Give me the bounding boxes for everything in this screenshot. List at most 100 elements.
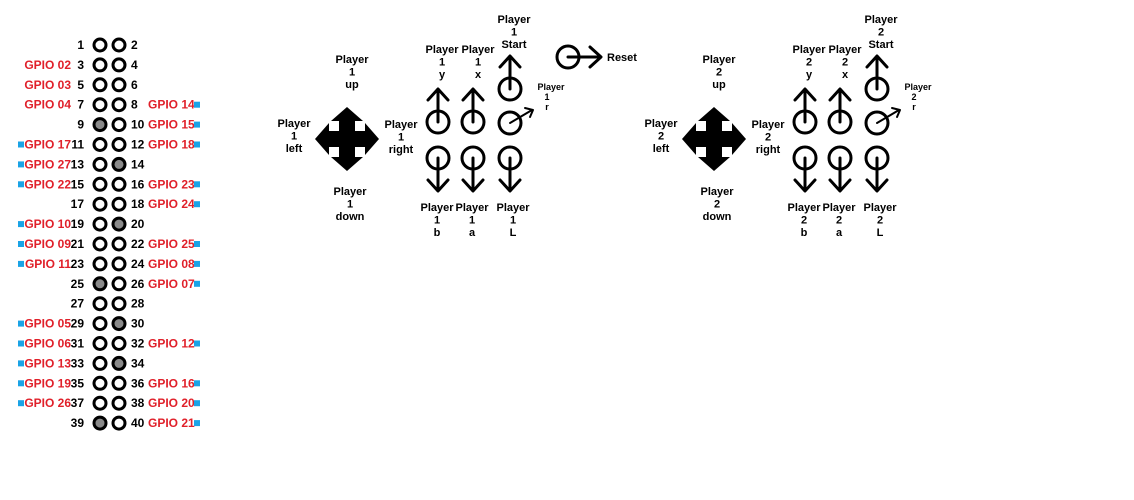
marker-square-icon	[194, 201, 200, 208]
pin-row: 15 16 GPIO 22 GPIO 23	[18, 176, 200, 192]
header-pin-icon	[111, 117, 127, 133]
pin-number-left: 17	[71, 197, 85, 211]
header-pin-icon	[111, 176, 127, 192]
button-down-arrow-icon	[497, 145, 523, 193]
marker-square-icon	[194, 101, 200, 108]
pin-number-right: 34	[131, 356, 145, 370]
dpad-up-label-line: up	[345, 79, 359, 91]
pin-number-left: 39	[71, 416, 85, 430]
button-down-arrow-icon	[827, 145, 853, 193]
marker-square-icon	[194, 260, 200, 267]
header-pin-icon	[111, 77, 127, 93]
pin-row: 3 4 GPIO 02	[24, 57, 138, 73]
pin-number-right: 40	[131, 416, 145, 430]
gpio-label-right: GPIO 07	[148, 277, 195, 291]
pin-row: 39 40 GPIO 21	[71, 415, 200, 431]
button-a-label-line: 2	[836, 215, 842, 227]
gpio-label-left: GPIO 26	[24, 396, 71, 410]
button-down-arrow-icon	[864, 145, 890, 193]
button-b-label-line: Player	[420, 202, 454, 214]
pin-number-left: 31	[71, 337, 85, 351]
button-x-label-line: Player	[461, 44, 495, 56]
pin-number-right: 4	[131, 58, 138, 72]
marker-square-icon	[194, 121, 200, 128]
gpio-label-right: GPIO 12	[148, 337, 195, 351]
button-l-label-line: L	[877, 227, 884, 239]
dpad-up-label-line: 1	[349, 67, 355, 79]
marker-square-icon	[194, 141, 200, 148]
header-pin-icon	[92, 117, 108, 133]
pin-row: 7 8 GPIO 04 GPIO 14	[24, 97, 200, 113]
header-pin-icon	[92, 77, 108, 93]
dpad-left-label-line: 1	[291, 131, 297, 143]
button-r-label-line: 2	[911, 92, 916, 102]
marker-square-icon	[18, 380, 24, 387]
button-up-arrow-icon	[864, 54, 890, 102]
header-pin-icon	[111, 156, 127, 172]
gpio-label-left: GPIO 04	[24, 98, 71, 112]
header-pin-icon	[92, 316, 108, 332]
gpio-label-right: GPIO 16	[148, 376, 195, 390]
marker-square-icon	[18, 400, 24, 407]
header-pin-icon	[111, 216, 127, 232]
header-pin-icon	[92, 236, 108, 252]
header-pin-icon	[92, 256, 108, 272]
gpio-label-right: GPIO 20	[148, 396, 195, 410]
header-pin-icon	[111, 137, 127, 152]
header-pin-icon	[111, 415, 127, 431]
marker-square-icon	[194, 380, 200, 387]
header-pin-icon	[111, 296, 127, 312]
dpad-left-label-line: Player	[277, 118, 311, 130]
pin-number-left: 33	[71, 356, 85, 370]
pin-number-right: 32	[131, 337, 145, 351]
pin-number-right: 18	[131, 197, 145, 211]
pin-number-left: 37	[71, 396, 85, 410]
button-x-label-line: 2	[842, 57, 848, 69]
pin-number-left: 11	[71, 138, 84, 152]
marker-square-icon	[18, 260, 24, 267]
pin-number-right: 38	[131, 396, 145, 410]
header-pin-icon	[92, 296, 108, 312]
header-pin-icon	[92, 336, 108, 351]
button-start-label-line: Start	[868, 39, 893, 51]
gpio-label-left: GPIO 05	[24, 317, 71, 331]
button-x-label-line: x	[475, 69, 482, 81]
pin-row: 5 6 GPIO 03	[24, 77, 138, 93]
dpad-right-label-line: right	[756, 144, 781, 156]
pin-number-left: 21	[71, 237, 85, 251]
gpio-label-left: GPIO 17	[24, 138, 71, 152]
header-pin-icon	[92, 375, 108, 391]
button-a-label-line: 1	[469, 215, 475, 227]
button-r-label-line: Player	[537, 82, 565, 92]
button-l-label-line: L	[510, 227, 517, 239]
pin-number-right: 12	[131, 138, 145, 152]
button-up-arrow-icon	[425, 87, 451, 135]
gpio-label-left: GPIO 11	[25, 257, 71, 271]
marker-square-icon	[18, 141, 24, 148]
four-way-arrow-icon	[315, 107, 379, 171]
button-l-label-line: 1	[510, 215, 516, 227]
button-start-label-line: 2	[878, 27, 884, 39]
pin-number-left: 27	[71, 297, 85, 311]
marker-square-icon	[18, 241, 24, 247]
gpio-label-right: GPIO 25	[148, 237, 195, 251]
pin-number-right: 28	[131, 297, 145, 311]
player1-controls: Player1upPlayer1leftPlayer1rightPlayer1d…	[277, 14, 565, 239]
header-pin-icon	[111, 355, 127, 371]
dpad-right-label-line: 2	[765, 132, 771, 144]
button-y-label-line: Player	[425, 44, 459, 56]
dpad-down-label-line: down	[703, 211, 732, 223]
pin-row: 33 34 GPIO 13	[18, 355, 145, 371]
gpio-label-right: GPIO 18	[148, 138, 195, 152]
pin-number-left: 23	[71, 257, 85, 271]
pin-number-left: 13	[71, 157, 85, 171]
header-pin-icon	[111, 375, 127, 391]
marker-square-icon	[18, 181, 24, 188]
